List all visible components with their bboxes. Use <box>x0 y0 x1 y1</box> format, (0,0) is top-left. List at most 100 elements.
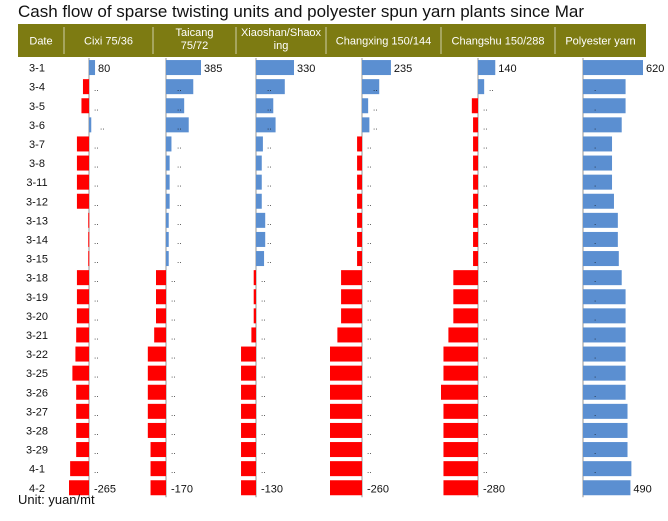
bar <box>148 423 166 438</box>
data-label: .. <box>177 122 181 131</box>
chart-svg: Date Cixi 75/36Taicang 75/72Xiaoshan/Shaox… <box>0 0 668 521</box>
data-label: .. <box>261 294 265 303</box>
bar <box>166 156 170 171</box>
bar <box>154 327 166 342</box>
bar <box>443 404 478 419</box>
bar <box>330 442 362 457</box>
data-label: .. <box>94 84 98 93</box>
bar <box>166 251 169 266</box>
row-date-label: 4-1 <box>29 464 45 476</box>
bar <box>76 327 89 342</box>
bar <box>473 194 478 209</box>
bar <box>443 461 478 476</box>
bar <box>241 442 256 457</box>
data-label: .. <box>367 428 371 437</box>
data-label: .. <box>267 218 271 227</box>
data-label: .. <box>267 180 271 189</box>
data-label: .. <box>171 390 175 399</box>
row-date-label: 3-28 <box>26 425 48 437</box>
bar <box>583 404 628 419</box>
bar <box>166 194 170 209</box>
data-label: .. <box>171 332 175 341</box>
data-label: .. <box>367 466 371 475</box>
data-label: .. <box>367 313 371 322</box>
bar <box>254 270 256 285</box>
data-label: .. <box>94 256 98 265</box>
data-label: .. <box>483 371 487 380</box>
series-header-line: ing <box>274 40 289 52</box>
bar <box>362 60 391 75</box>
bar <box>453 308 478 323</box>
data-label: 140 <box>498 63 516 75</box>
data-label: -260 <box>367 483 389 495</box>
bar <box>256 156 262 171</box>
bar <box>151 461 166 476</box>
data-label: .. <box>267 141 271 150</box>
bar <box>75 347 89 362</box>
data-label: .. <box>94 447 98 456</box>
bar <box>156 289 166 304</box>
series-header: Cixi 75/36 <box>84 36 133 48</box>
data-label: .. <box>267 237 271 246</box>
data-label: .. <box>261 447 265 456</box>
bar <box>77 308 89 323</box>
data-label: .. <box>261 428 265 437</box>
data-label: .. <box>367 390 371 399</box>
bar <box>583 79 626 94</box>
row-date-label: 3-7 <box>29 139 45 151</box>
bar <box>256 117 276 132</box>
data-label: .. <box>483 294 487 303</box>
data-label: .. <box>94 180 98 189</box>
bar <box>254 289 256 304</box>
data-label: .. <box>483 122 487 131</box>
bar <box>583 366 626 381</box>
data-label: . <box>594 141 596 150</box>
bar <box>583 347 626 362</box>
bar <box>256 194 262 209</box>
series-header: Polyester yarn <box>565 36 635 48</box>
bar <box>443 366 478 381</box>
series-header-line: Xiaoshan/Shaox <box>241 27 322 39</box>
data-label: .. <box>367 199 371 208</box>
data-label: .. <box>267 122 271 131</box>
bar <box>478 79 484 94</box>
bar <box>443 423 478 438</box>
data-label: .. <box>177 161 181 170</box>
bar <box>583 60 643 75</box>
bar <box>473 117 478 132</box>
bar <box>256 213 265 228</box>
bar <box>166 213 169 228</box>
bar <box>148 404 166 419</box>
row-date-label: 3-1 <box>29 63 45 75</box>
bar <box>357 175 362 190</box>
bar <box>341 289 362 304</box>
data-label: .. <box>483 313 487 322</box>
data-label: .. <box>261 466 265 475</box>
row-date-label: 3-26 <box>26 387 48 399</box>
bar <box>583 251 619 266</box>
bar <box>241 366 256 381</box>
data-label: .. <box>94 390 98 399</box>
bar <box>70 461 89 476</box>
bar <box>583 136 612 151</box>
data-label: .. <box>177 256 181 265</box>
bar <box>241 423 256 438</box>
data-label: .. <box>489 84 493 93</box>
data-label: .. <box>94 199 98 208</box>
row-date-label: 3-4 <box>29 82 45 94</box>
bar <box>583 175 612 190</box>
bar <box>72 366 89 381</box>
data-label: 490 <box>633 483 651 495</box>
data-label: . <box>594 256 596 265</box>
data-label: .. <box>171 409 175 418</box>
data-label: .. <box>261 332 265 341</box>
data-label: .. <box>94 218 98 227</box>
bar <box>583 442 628 457</box>
data-label: .. <box>367 180 371 189</box>
row-date-label: 3-27 <box>26 406 48 418</box>
series-header: Taicang 75/72 <box>176 27 214 52</box>
bar <box>357 251 362 266</box>
bar <box>76 404 89 419</box>
data-label: .. <box>267 103 271 112</box>
bar <box>241 404 256 419</box>
